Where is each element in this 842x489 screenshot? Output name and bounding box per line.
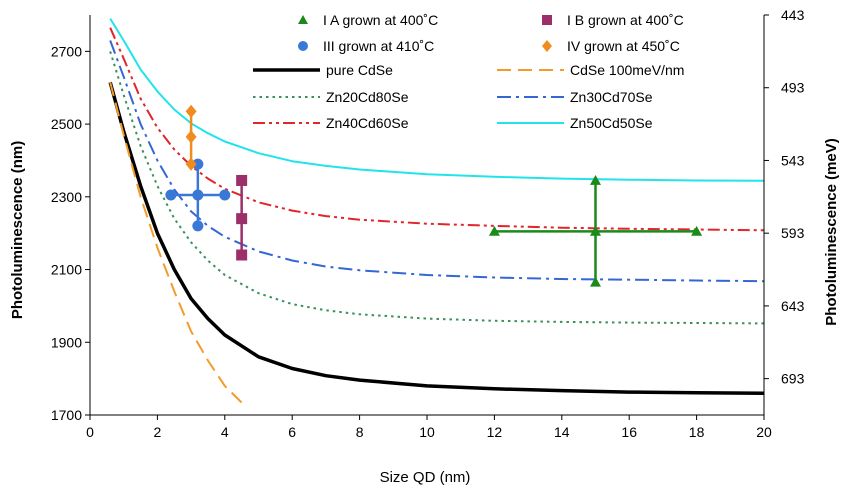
legend-label: I A grown at 400˚C <box>323 12 438 28</box>
data-point-2-1 <box>192 189 204 201</box>
series-line-4 <box>109 27 765 232</box>
y-tick-label-right: 493 <box>781 80 805 96</box>
legend-entry-9: Zn50Cd50Se <box>497 115 653 131</box>
x-tick-label: 2 <box>154 424 162 440</box>
data-point-1-1 <box>236 213 248 225</box>
data-point-3-0 <box>185 104 197 118</box>
data-point-0-0 <box>488 225 500 236</box>
legend-entry-3: IV grown at 450˚C <box>542 38 680 54</box>
legend: I A grown at 400˚C I B grown at 400˚C III … <box>253 12 684 131</box>
y-tick-label-left: 2700 <box>51 43 82 59</box>
x-tick-label: 4 <box>221 424 229 440</box>
legend-entry-2: III grown at 410˚C <box>298 38 434 54</box>
y-tick-label-right: 543 <box>781 152 805 168</box>
y-tick-label-left: 2500 <box>51 116 82 132</box>
legend-entry-8: Zn40Cd60Se <box>253 115 409 131</box>
data-point-2-2 <box>219 189 231 201</box>
data-point-2-3 <box>192 158 204 170</box>
legend-label: CdSe 100meV/nm <box>570 62 684 78</box>
point-group-3 <box>185 104 197 171</box>
series-line-5 <box>109 18 765 182</box>
legend-marker <box>542 15 552 25</box>
y-tick-label-left: 2100 <box>51 262 82 278</box>
points-layer <box>165 104 703 287</box>
data-point-3-2 <box>185 157 197 171</box>
y-tick-label-left: 1700 <box>51 407 82 423</box>
point-group-1 <box>236 174 248 261</box>
legend-label: IV grown at 450˚C <box>567 38 680 54</box>
y-tick-label-right: 693 <box>781 371 805 387</box>
legend-label: Zn20Cd80Se <box>326 89 409 105</box>
legend-entry-0: I A grown at 400˚C <box>298 12 438 28</box>
legend-marker <box>542 40 552 52</box>
series-line-2 <box>109 51 765 325</box>
data-point-3-1 <box>185 130 197 144</box>
data-point-0-2 <box>590 225 601 236</box>
data-point-1-0 <box>236 174 248 186</box>
legend-entry-1: I B grown at 400˚C <box>542 12 684 28</box>
x-axis-title: Size QD (nm) <box>380 469 471 486</box>
legend-label: I B grown at 400˚C <box>567 12 684 28</box>
point-group-2 <box>165 158 231 232</box>
legend-label: III grown at 410˚C <box>323 38 434 54</box>
legend-label: Zn30Cd70Se <box>570 89 653 105</box>
legend-label: Zn40Cd60Se <box>326 115 409 131</box>
legend-entry-7: Zn30Cd70Se <box>497 89 653 105</box>
x-tick-label: 0 <box>86 424 94 440</box>
data-point-0-3 <box>590 276 601 287</box>
legend-label: Zn50Cd50Se <box>570 115 653 131</box>
y-tick-label-right: 643 <box>781 298 805 314</box>
y-tick-label-right: 593 <box>781 225 805 241</box>
x-tick-label: 6 <box>288 424 296 440</box>
legend-entry-4: pure CdSe <box>253 62 393 78</box>
series-line-1 <box>109 82 246 407</box>
legend-marker <box>298 15 308 24</box>
axes-layer: 0 2 4 6 8 10 12 14 16 18 20 1700 1900 2100 2300 2500 270… <box>51 7 805 440</box>
x-tick-label: 20 <box>756 424 772 440</box>
series-line-0 <box>108 81 765 395</box>
y-tick-label-right: 443 <box>781 7 805 23</box>
y-tick-label-left: 1900 <box>51 334 82 350</box>
legend-entry-5: CdSe 100meV/nm <box>497 62 684 78</box>
data-point-1-2 <box>236 249 248 261</box>
data-point-0-4 <box>691 225 703 236</box>
legend-label: pure CdSe <box>326 62 393 78</box>
legend-marker <box>298 41 308 51</box>
data-point-2-0 <box>165 189 177 201</box>
data-point-2-4 <box>192 220 204 232</box>
series-layer <box>108 18 765 407</box>
legend-entry-6: Zn20Cd80Se <box>253 89 409 105</box>
x-tick-label: 12 <box>487 424 503 440</box>
y-axis-title-right: Photoluminescence (meV) <box>823 138 840 326</box>
point-group-0 <box>488 174 703 287</box>
data-point-0-1 <box>590 174 601 185</box>
x-tick-label: 14 <box>554 424 570 440</box>
x-tick-label: 10 <box>419 424 435 440</box>
x-tick-label: 18 <box>689 424 705 440</box>
y-tick-label-left: 2300 <box>51 189 82 205</box>
y-axis-title-left: Photoluminescence (nm) <box>9 141 26 319</box>
x-tick-label: 8 <box>356 424 364 440</box>
x-tick-label: 16 <box>621 424 637 440</box>
